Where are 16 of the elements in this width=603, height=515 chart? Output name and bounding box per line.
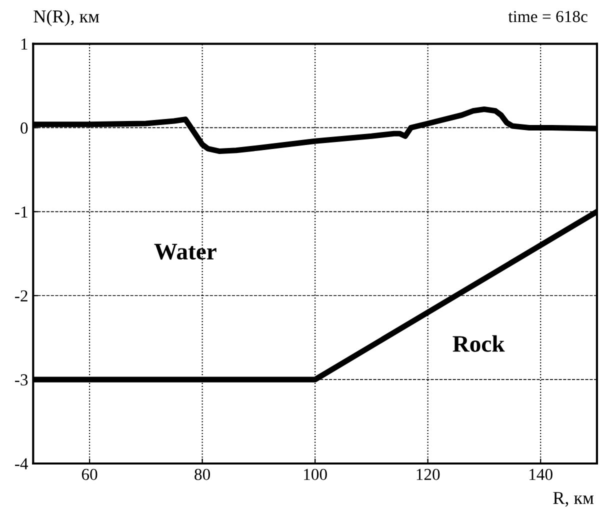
annotation: Rock xyxy=(452,335,505,352)
y-tick-label: 0 xyxy=(20,122,28,134)
y-tick-label: -1 xyxy=(15,206,28,218)
x-tick-label: 80 xyxy=(194,468,210,480)
y-tick-label: -2 xyxy=(15,290,28,302)
y-tick-label: 1 xyxy=(21,38,28,50)
x-tick-label: 120 xyxy=(416,468,440,480)
y-tick-label: -4 xyxy=(15,458,28,470)
text: time = 618c xyxy=(508,10,588,22)
x-tick-label: 140 xyxy=(530,468,552,480)
y-axis-title: N(R), км xyxy=(34,10,100,26)
x-axis-title: R, км xyxy=(553,492,594,507)
annotation: Water xyxy=(154,244,216,260)
y-tick-label: -3 xyxy=(15,374,28,386)
x-tick-label: 60 xyxy=(82,468,98,480)
x-tick-label: 100 xyxy=(304,468,327,480)
